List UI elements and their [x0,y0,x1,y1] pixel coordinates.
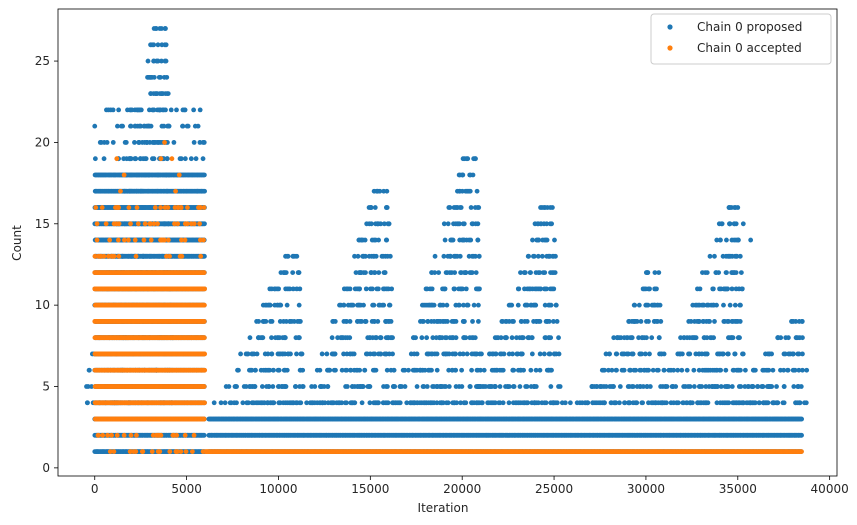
proposed-point [128,123,133,129]
proposed-point [115,123,120,129]
proposed-point [101,156,107,162]
proposed-point [197,107,203,113]
proposed-point [202,188,207,194]
proposed-point [84,400,90,406]
proposed-point [129,107,135,113]
proposed-point [185,123,191,129]
proposed-point [180,123,186,129]
proposed-point [86,367,92,373]
proposed-point [119,123,124,129]
proposed-point [188,156,194,162]
proposed-point [104,140,110,145]
proposed-point [404,400,410,406]
proposed-point [89,384,94,389]
proposed-point [218,400,224,406]
proposed-point [191,140,197,145]
proposed-point [359,400,365,406]
proposed-point [168,107,174,113]
proposed-point [110,140,116,145]
proposed-point [191,107,197,113]
proposed-point [171,140,177,145]
proposed-point [562,400,568,406]
proposed-point [177,156,183,162]
proposed-point [200,156,206,162]
proposed-point [84,384,89,389]
proposed-point [192,123,198,129]
proposed-point [202,172,207,178]
proposed-point [240,400,246,406]
proposed-point [202,221,207,227]
proposed-point [201,140,207,145]
proposed-point [567,400,573,406]
proposed-point [201,432,207,438]
proposed-point [799,416,805,422]
proposed-point [92,156,98,162]
proposed-point [92,123,98,129]
proposed-point [197,140,203,145]
proposed-point [211,400,217,406]
proposed-point [574,400,580,406]
proposed-point [193,156,199,162]
proposed-point [202,253,207,259]
proposed-point [182,156,188,162]
proposed-point [799,432,804,438]
points-layer [84,26,810,454]
proposed-point [123,140,129,145]
